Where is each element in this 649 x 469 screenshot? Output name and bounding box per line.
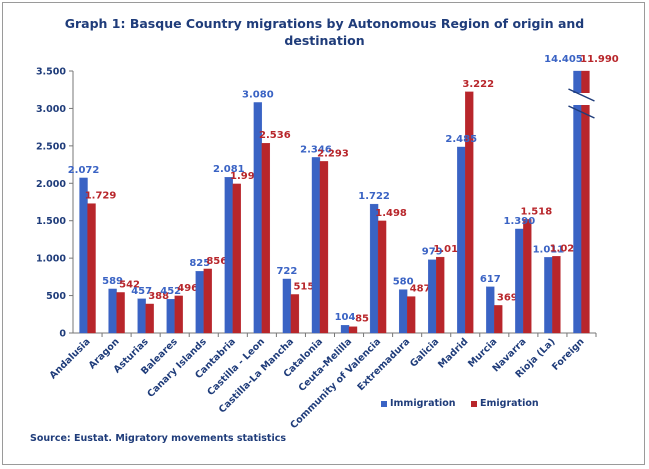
bar-emigration [406,296,416,334]
bar-immigration [515,228,524,334]
y-tick-label: 2.500 [36,141,66,152]
legend-swatch-emigration [471,400,477,407]
bar-immigration [544,257,553,334]
legend-label-immigration: Immigration [390,398,456,409]
data-label-emigration: 487 [410,284,431,295]
data-label-immigration: 457 [131,286,152,297]
y-tick-label: 1.500 [36,216,66,227]
bar-emigration [319,161,329,334]
data-label-emigration: 2.293 [317,148,349,159]
bar-immigration [311,157,321,334]
data-label-immigration: 825 [189,258,210,269]
data-label-emigration: 1.025 [550,243,582,254]
bar-emigration [87,203,96,334]
data-label-emigration: 856 [206,256,227,267]
data-label-immigration: 2.485 [445,134,477,145]
bar-immigration [224,177,233,334]
y-tick-label: 1.000 [36,254,66,265]
data-label-immigration: 580 [393,277,414,288]
legend-item-emigration: Emigration [471,398,539,409]
data-label-immigration: 2.081 [213,164,245,175]
data-label-immigration: 14.405 [544,54,583,65]
x-tick-label: Andalusia [48,336,93,381]
bar-emigration [494,305,503,334]
data-label-immigration: 1.722 [358,191,390,202]
legend-item-immigration: Immigration [381,398,456,409]
y-tick-label: 3.500 [36,67,66,78]
bar-immigration [457,146,466,334]
axis-break-line [568,88,595,102]
data-label-emigration: 85 [355,314,369,325]
bar-emigration [174,295,183,334]
data-label-emigration: 2.536 [259,130,291,141]
y-tick-label: 0 [59,329,66,340]
bar-emigration [145,303,154,334]
bar-immigration [195,271,204,334]
y-tick-label: 2.000 [36,179,66,190]
bar-emigration [290,294,300,334]
legend-label-emigration: Emigration [480,398,539,409]
bar-immigration [166,299,175,334]
data-label-emigration: 1.518 [521,206,553,217]
legend-swatch-immigration [381,400,387,407]
data-label-emigration: 515 [293,281,314,292]
bar-emigration [552,256,561,334]
x-tick-label: Foreign [550,336,587,373]
bar-emigration [203,268,212,334]
data-label-emigration: 1.729 [85,191,117,202]
bar-immigration [137,298,146,334]
bar-emigration [581,70,590,334]
data-label-immigration: 104 [335,312,356,323]
data-label-immigration: 2.072 [68,165,100,176]
data-label-immigration: 2.346 [300,144,332,155]
data-label-immigration: 589 [102,276,123,287]
chart-title-line-1: Graph 1: Basque Country migrations by Au… [64,16,585,31]
chart-title-line-2: destination [284,33,365,48]
bar-immigration [398,289,408,334]
data-label-immigration: 452 [160,286,181,297]
bar-emigration [436,256,445,334]
data-label-emigration: 3.222 [462,79,494,90]
bar-immigration [108,288,117,334]
x-tick-label: Madrid [436,336,470,370]
data-label-immigration: 979 [422,247,443,258]
y-tick-label: 500 [46,291,66,302]
data-label-immigration: 722 [276,266,297,277]
source-note: Source: Eustat. Migratory movements stat… [30,433,286,444]
bar-emigration [348,326,358,334]
x-tick-label: Galicia [408,336,441,369]
data-label-emigration: 369 [497,292,518,303]
bar-immigration [282,278,292,334]
bar-emigration [232,183,241,334]
data-label-emigration: 542 [119,279,140,290]
data-label-immigration: 617 [480,274,501,285]
bar-emigration [261,143,271,334]
bar-emigration [377,220,387,334]
data-label-emigration: 11.990 [580,54,619,65]
data-label-emigration: 388 [148,291,169,302]
bar-immigration [486,286,495,334]
data-label-emigration: 1.498 [375,208,407,219]
bar-emigration [116,292,125,334]
y-tick-label: 3.000 [36,104,66,115]
data-label-immigration: 1.011 [533,244,565,255]
data-label-emigration: 496 [177,283,198,294]
bar-emigration [523,219,532,334]
bar-immigration [340,325,350,334]
bar-emigration [465,91,474,334]
data-label-immigration: 1.390 [504,216,536,227]
axis-break-gap [566,93,597,105]
axis-break-line [568,105,595,119]
data-label-emigration: 1.992 [230,171,262,182]
data-label-emigration: 1.014 [433,244,465,255]
bar-immigration [428,259,437,334]
data-label-immigration: 3.080 [242,89,274,100]
x-tick-label: Extremadura [356,336,413,393]
bar-immigration [369,203,379,334]
